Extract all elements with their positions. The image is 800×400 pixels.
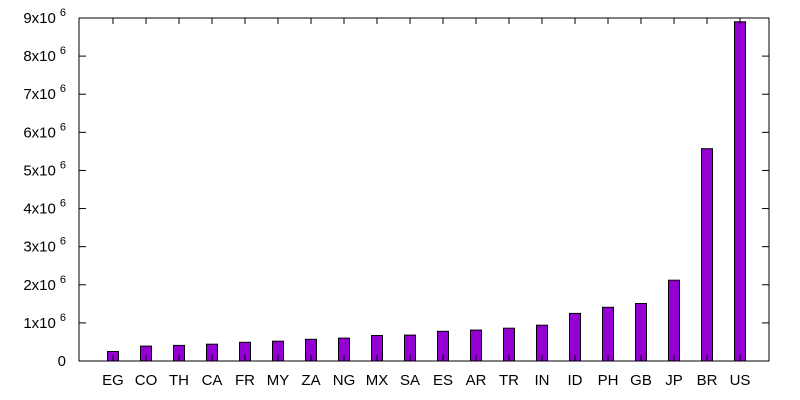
x-tick-label: GB xyxy=(630,372,652,389)
bar-jp xyxy=(668,279,680,362)
x-tick-label: ID xyxy=(568,372,583,389)
y-tick-label-base: 1x10 xyxy=(23,315,56,332)
y-tick-label: 1x10 6 xyxy=(23,312,66,332)
y-tick-label-base: 3x10 xyxy=(23,239,56,256)
y-tick-label-base: 2x10 xyxy=(23,277,56,294)
y-tick-label-base: 0 xyxy=(58,353,66,370)
x-tick-label: SA xyxy=(400,372,420,389)
y-tick-label-base: 8x10 xyxy=(23,48,56,65)
y-tick-label: 9x10 6 xyxy=(23,7,66,27)
x-tick-label: CA xyxy=(202,372,223,389)
x-tick-label: JP xyxy=(665,372,683,389)
y-tick-label-exponent: 6 xyxy=(60,121,66,133)
bar-br xyxy=(701,148,713,362)
y-tick-label-exponent: 6 xyxy=(60,236,66,248)
y-tick-label-exponent: 6 xyxy=(60,198,66,210)
plot-frame xyxy=(78,17,770,362)
x-tick-label: ES xyxy=(433,372,453,389)
y-tick-label-base: 7x10 xyxy=(23,86,56,103)
y-tick-label-exponent: 6 xyxy=(60,83,66,95)
y-tick-label-exponent: 6 xyxy=(60,312,66,324)
x-tick-label: US xyxy=(730,372,751,389)
y-tick-label-base: 9x10 xyxy=(23,10,56,27)
bar-id xyxy=(569,312,581,362)
y-tick-label: 4x10 6 xyxy=(23,198,66,218)
x-tick-labels: EG CO TH CA FR MY ZA NG MX SA ES AR TR IN ID PH GB JP BR US xyxy=(102,372,750,389)
x-tick-label: EG xyxy=(102,372,124,389)
y-tick-label: 6x10 6 xyxy=(23,121,66,141)
x-tick-label: CO xyxy=(135,372,158,389)
y-tick-label: 5x10 6 xyxy=(23,159,66,179)
y-tick-label: 7x10 6 xyxy=(23,83,66,103)
x-tick-label: FR xyxy=(235,372,255,389)
y-tick-label-base: 5x10 xyxy=(23,162,56,179)
y-tick-label: 2x10 6 xyxy=(23,274,66,294)
y-tick-label-exponent: 6 xyxy=(60,7,66,19)
x-tick-label: AR xyxy=(466,372,487,389)
y-tick-label-base: 4x10 xyxy=(23,201,56,218)
bar-gb xyxy=(635,303,647,362)
y-tick-label: 3x10 6 xyxy=(23,236,66,256)
ticks-group xyxy=(79,17,769,362)
y-tick-label-exponent: 6 xyxy=(60,159,66,171)
bar-us xyxy=(734,21,746,362)
x-tick-label: NG xyxy=(333,372,356,389)
y-tick-label-base: 6x10 xyxy=(23,124,56,141)
x-tick-label: BR xyxy=(697,372,718,389)
x-tick-label: TH xyxy=(169,372,189,389)
y-tick-label: 8x10 6 xyxy=(23,45,66,65)
y-tick-label-exponent: 6 xyxy=(60,274,66,286)
x-tick-label: IN xyxy=(535,372,550,389)
x-tick-label: TR xyxy=(499,372,519,389)
y-tick-label-exponent: 6 xyxy=(60,45,66,57)
x-tick-label: MX xyxy=(366,372,389,389)
bar-ph xyxy=(602,306,614,362)
y-tick-label: 0 xyxy=(58,353,66,370)
x-tick-label: ZA xyxy=(301,372,320,389)
x-tick-label: PH xyxy=(598,372,619,389)
x-tick-label: MY xyxy=(267,372,290,389)
bars-group xyxy=(107,21,746,362)
